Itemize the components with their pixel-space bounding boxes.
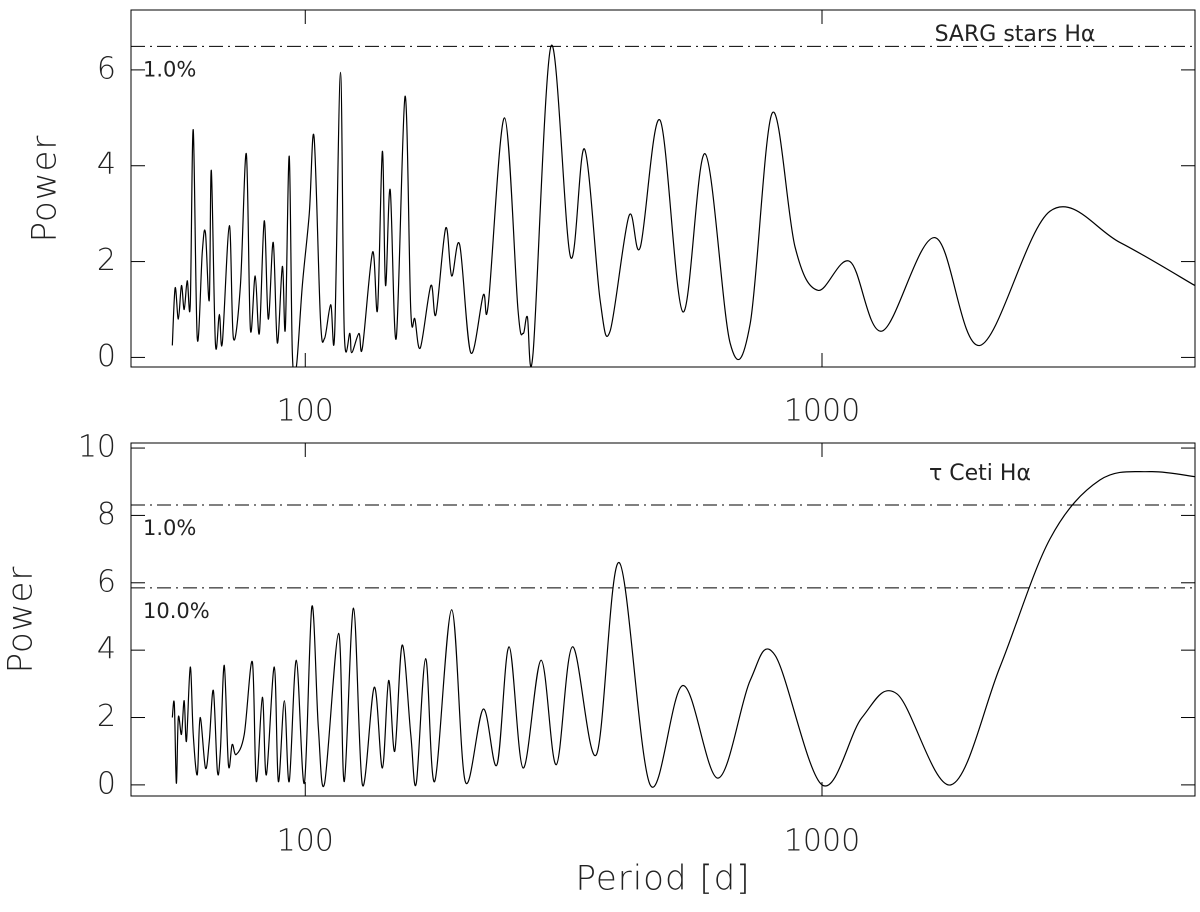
periodogram-line [171,44,1195,367]
x-tick-label: 100 [277,824,334,859]
x-axis-label: Period [d] [576,859,751,899]
threshold-label: 1.0% [143,516,196,540]
y-tick-label: 0 [97,766,116,801]
y-tick-label: 2 [97,243,116,278]
y-axis-label: Power [1,566,41,674]
annotation: SARG stars Hα [935,22,1096,47]
panel: 0 2 4 6 8 10 100 1000 Power Period [d] τ Ceti Hα 1.… [1,430,1196,899]
threshold-label: 1.0% [143,57,196,81]
x-tick-label: 100 [277,394,334,429]
y-tick-label: 10 [78,430,116,465]
annotation: τ Ceti Hα [929,461,1031,486]
plot-frame [130,9,1196,368]
y-tick-label: 6 [97,51,116,86]
y-tick-label: 4 [97,632,116,667]
y-tick-label: 2 [97,699,116,734]
x-tick-label: 1000 [784,394,860,429]
y-tick-label: 6 [97,564,116,599]
plot-frame [130,442,1196,797]
x-tick-label: 1000 [784,824,860,859]
y-tick-label: 8 [97,497,116,532]
periodogram-line [171,470,1195,788]
y-tick-label: 4 [97,147,116,182]
panel: 0 2 4 6 100 1000 Power SARG stars Hα 1.0% [25,9,1196,429]
y-axis-label: Power [25,135,65,243]
threshold-label: 10.0% [143,599,210,623]
y-tick-label: 0 [97,339,116,374]
